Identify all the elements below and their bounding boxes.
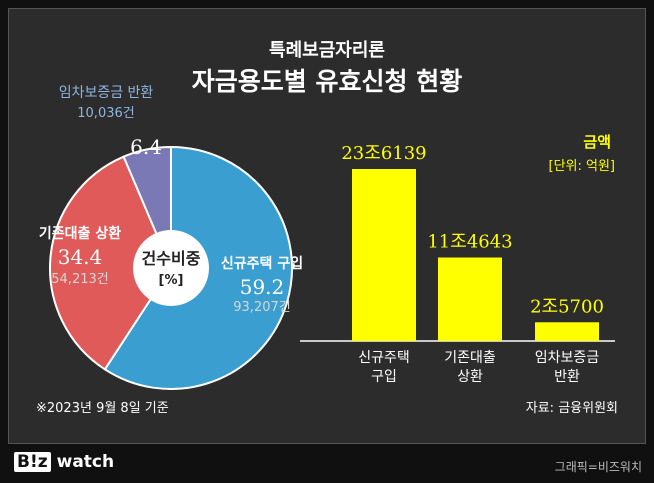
bar-3	[535, 322, 599, 341]
bar-category-line1-2: 기존대출	[444, 350, 496, 366]
pie-label-name-2: 기존대출 상환	[39, 225, 121, 242]
graphic-credit: 그래픽=비즈워치	[554, 460, 642, 474]
bar-category-line1-3: 임차보증금	[535, 350, 600, 366]
bar-category-line2-3: 반환	[554, 369, 580, 385]
pie-label-count-2: 54,213건	[51, 272, 108, 287]
bizwatch-logo: B!z watch	[14, 452, 114, 472]
pie-center-circle	[133, 230, 209, 306]
bar-1	[352, 169, 416, 341]
bar-value-label-2: 11조4643	[427, 231, 512, 252]
pie-label-count-1: 93,207건	[233, 300, 290, 315]
bar-2	[438, 257, 502, 341]
pie-center-unit: [%]	[159, 273, 184, 288]
pie-label-name-3: 임차보증금 반환	[59, 85, 154, 101]
bar-category-line2-2: 상환	[457, 369, 483, 385]
chart-title: 자금용도별 유효신청 현황	[191, 67, 463, 96]
bar-value-label-1: 23조6139	[341, 143, 426, 164]
pie-label-count-3: 10,036건	[77, 106, 134, 121]
bar-category-line2-1: 구입	[371, 369, 397, 385]
pie-slice-2	[49, 155, 173, 371]
pie-label-pct-1: 59.2	[240, 275, 285, 299]
bar-legend-title: 금액	[583, 133, 611, 151]
logo-badge: B!z	[14, 452, 51, 472]
bar-legend-unit: [단위: 억원]	[549, 159, 616, 174]
logo-text: watch	[56, 452, 115, 472]
source-label: 자료: 금융위원회	[526, 401, 618, 416]
pie-label-pct-3: 6.4	[130, 135, 162, 159]
bar-value-label-3: 2조5700	[530, 296, 604, 317]
bar-category-line1-1: 신규주택	[358, 350, 410, 366]
pie-center-label: 건수비중	[142, 249, 201, 268]
footnote: ※2023년 9월 8일 기준	[36, 401, 169, 416]
chart-subtitle: 특례보금자리론	[269, 40, 385, 61]
pie-label-name-1: 신규주택 구입	[221, 255, 303, 272]
pie-label-pct-2: 34.4	[58, 245, 103, 269]
